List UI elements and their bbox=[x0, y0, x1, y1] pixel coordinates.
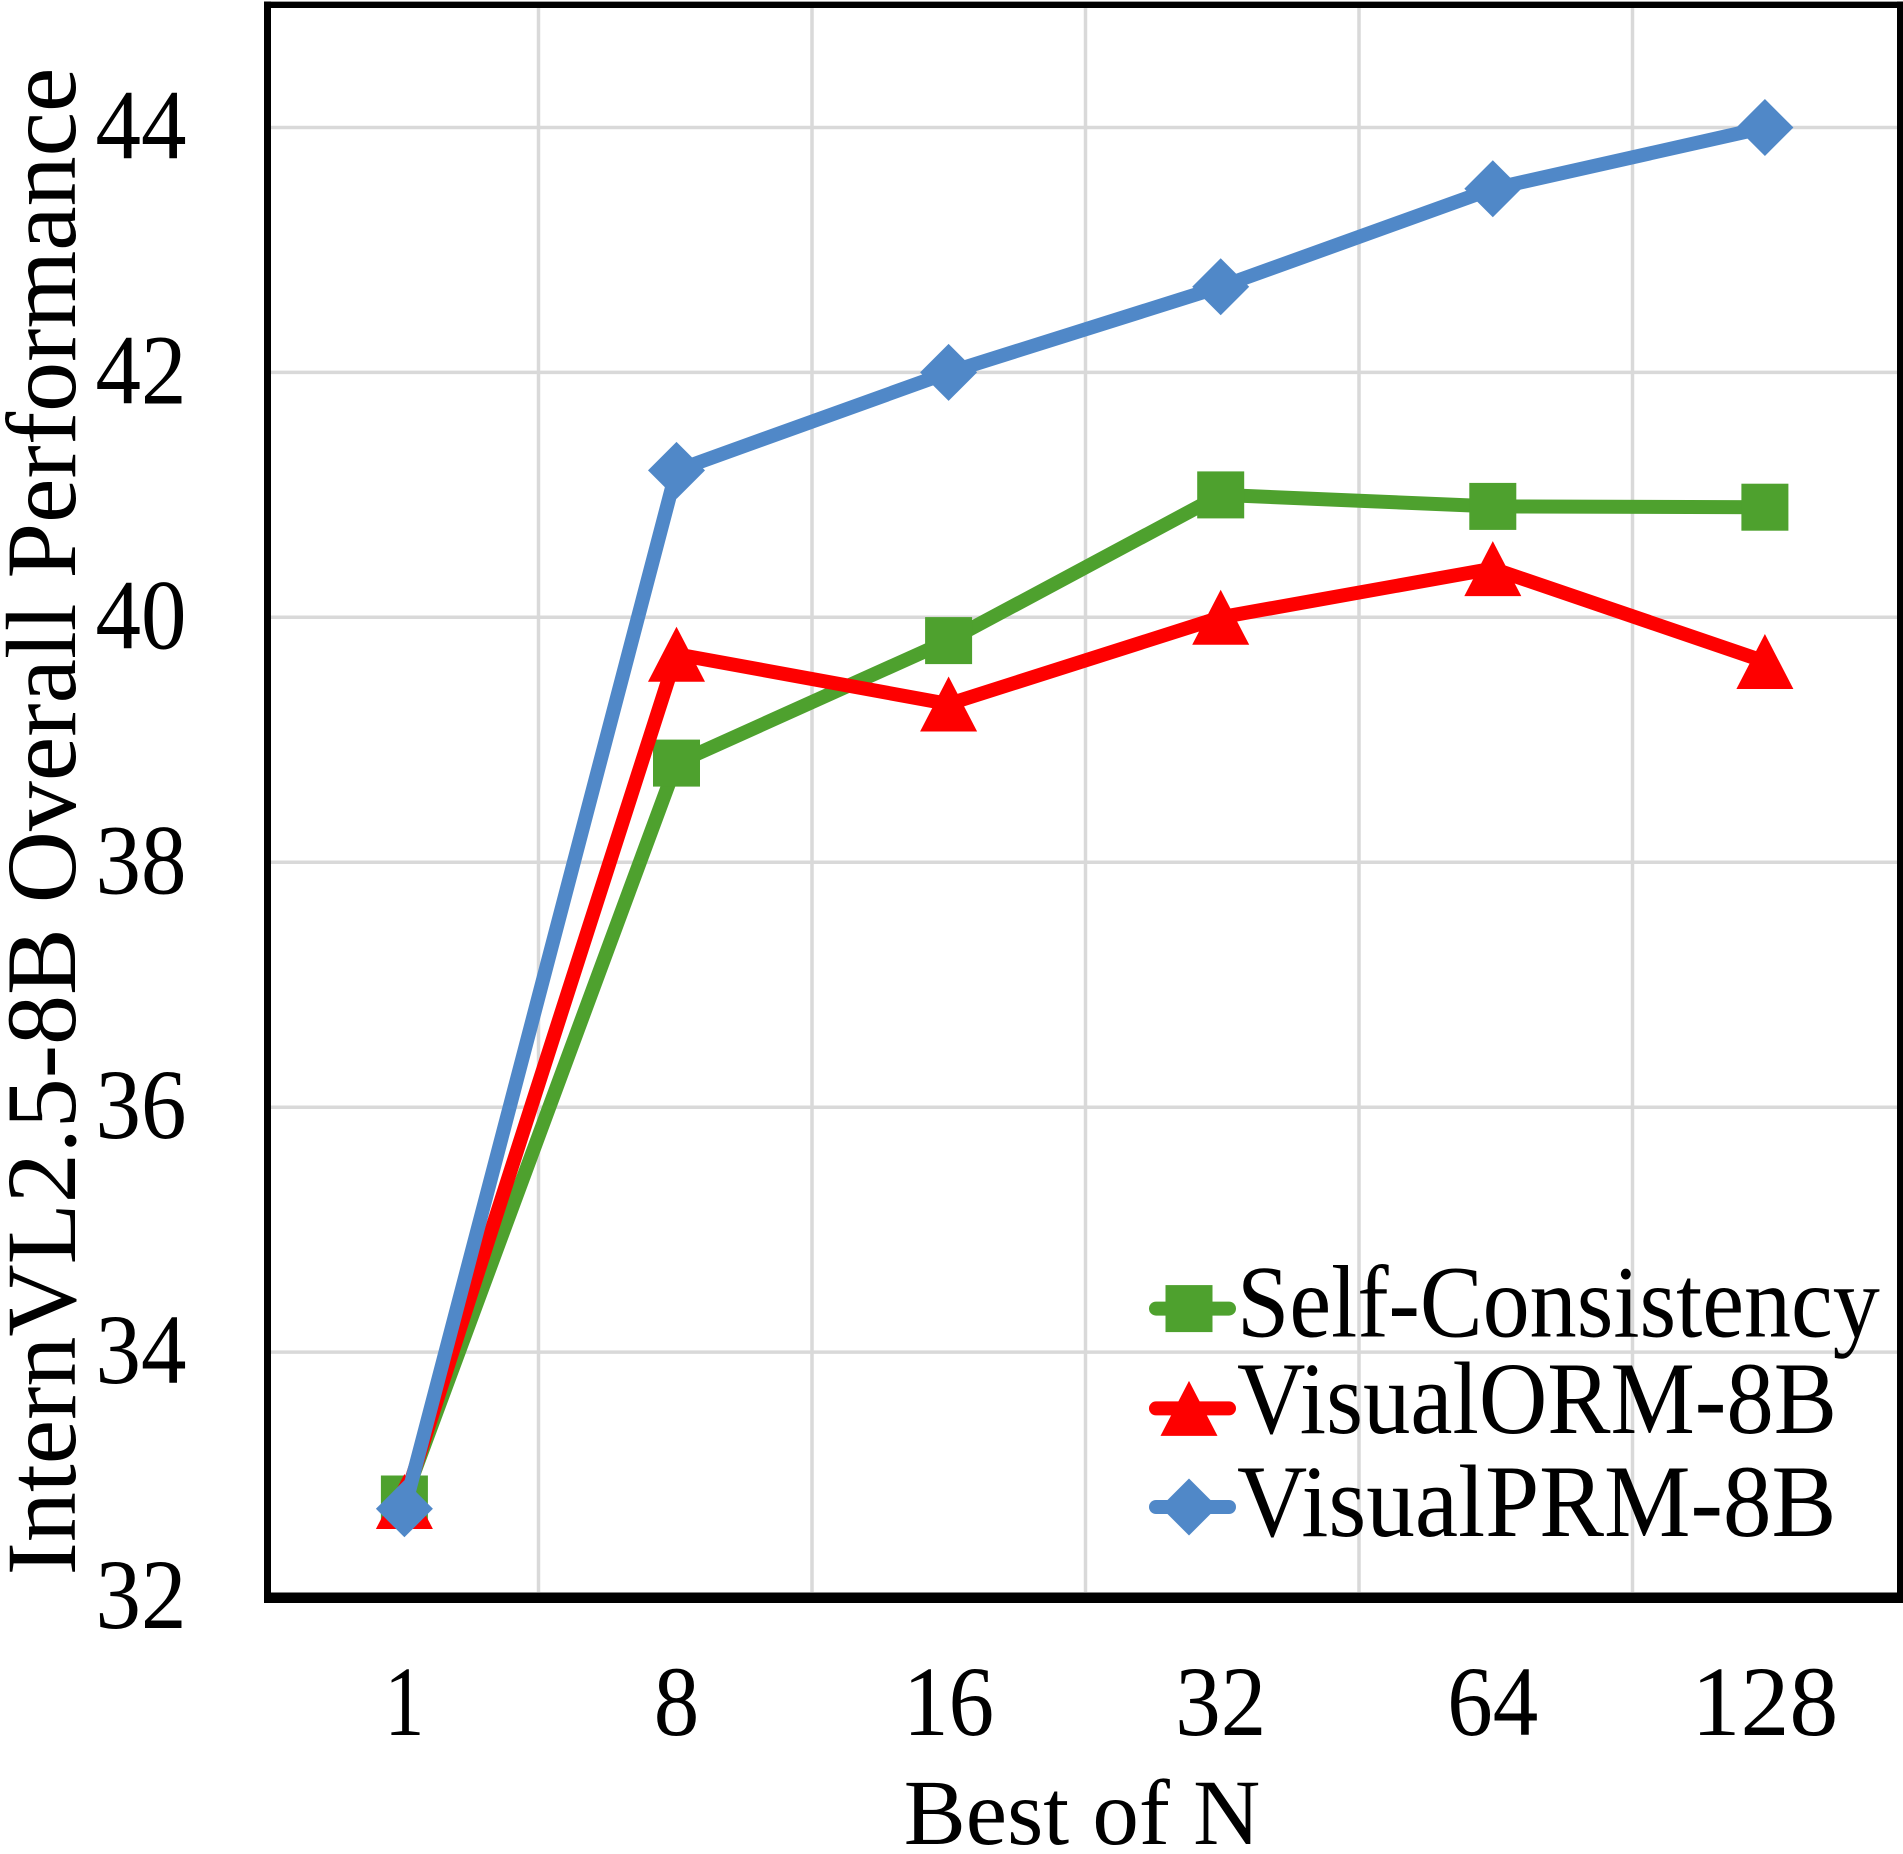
svg-text:64: 64 bbox=[1447, 1646, 1538, 1757]
svg-text:InternVL2.5-8B Overall Perform: InternVL2.5-8B Overall Performance bbox=[0, 68, 97, 1576]
svg-text:44: 44 bbox=[96, 70, 187, 181]
svg-text:32: 32 bbox=[1175, 1646, 1266, 1757]
svg-text:40: 40 bbox=[96, 559, 187, 670]
svg-text:36: 36 bbox=[96, 1049, 187, 1160]
svg-text:16: 16 bbox=[903, 1646, 994, 1757]
svg-text:42: 42 bbox=[96, 314, 187, 425]
svg-text:32: 32 bbox=[96, 1539, 187, 1650]
svg-text:Best of N: Best of N bbox=[904, 1762, 1260, 1849]
svg-text:128: 128 bbox=[1692, 1647, 1839, 1757]
svg-text:Self-Consistency: Self-Consistency bbox=[1237, 1246, 1880, 1360]
svg-text:VisualORM-8B: VisualORM-8B bbox=[1237, 1343, 1837, 1456]
svg-text:8: 8 bbox=[654, 1646, 699, 1757]
svg-text:VisualPRM-8B: VisualPRM-8B bbox=[1237, 1445, 1836, 1559]
svg-text:38: 38 bbox=[96, 804, 187, 915]
svg-text:1: 1 bbox=[384, 1646, 424, 1758]
svg-text:34: 34 bbox=[96, 1294, 187, 1405]
